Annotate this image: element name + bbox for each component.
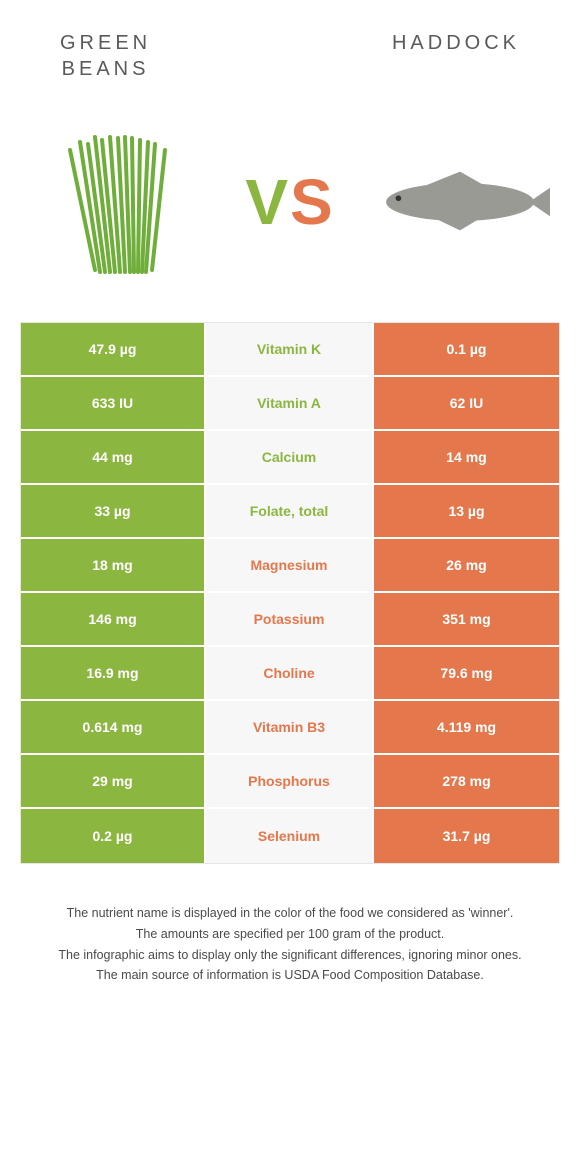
nutrient-name: Choline xyxy=(206,647,374,699)
table-row: 18 mgMagnesium26 mg xyxy=(21,539,559,593)
table-row: 29 mgPhosphorus278 mg xyxy=(21,755,559,809)
nutrient-name: Potassium xyxy=(206,593,374,645)
green-beans-icon xyxy=(30,112,210,292)
header: Greenbeans Haddock xyxy=(0,0,580,92)
nutrient-name: Vitamin K xyxy=(206,323,374,375)
footnote-line: The infographic aims to display only the… xyxy=(30,946,550,965)
left-value: 0.614 mg xyxy=(21,701,206,753)
footnotes: The nutrient name is displayed in the co… xyxy=(0,864,580,1017)
right-value: 351 mg xyxy=(374,593,559,645)
right-value: 79.6 mg xyxy=(374,647,559,699)
left-value: 18 mg xyxy=(21,539,206,591)
left-value: 16.9 mg xyxy=(21,647,206,699)
nutrient-name: Vitamin A xyxy=(206,377,374,429)
table-row: 44 mgCalcium14 mg xyxy=(21,431,559,485)
left-value: 146 mg xyxy=(21,593,206,645)
right-value: 62 IU xyxy=(374,377,559,429)
table-row: 146 mgPotassium351 mg xyxy=(21,593,559,647)
nutrient-name: Magnesium xyxy=(206,539,374,591)
table-row: 633 IUVitamin A62 IU xyxy=(21,377,559,431)
right-value: 278 mg xyxy=(374,755,559,807)
haddock-icon xyxy=(370,112,550,292)
table-row: 33 µgFolate, total13 µg xyxy=(21,485,559,539)
vs-v: V xyxy=(245,166,290,238)
table-row: 0.614 mgVitamin B34.119 mg xyxy=(21,701,559,755)
nutrient-name: Folate, total xyxy=(206,485,374,537)
right-value: 14 mg xyxy=(374,431,559,483)
right-value: 13 µg xyxy=(374,485,559,537)
table-row: 16.9 mgCholine79.6 mg xyxy=(21,647,559,701)
nutrient-name: Calcium xyxy=(206,431,374,483)
images-row: VS xyxy=(0,92,580,322)
right-value: 31.7 µg xyxy=(374,809,559,863)
nutrient-table: 47.9 µgVitamin K0.1 µg633 IUVitamin A62 … xyxy=(20,322,560,864)
right-food-title: Haddock xyxy=(392,30,520,82)
footnote-line: The nutrient name is displayed in the co… xyxy=(30,904,550,923)
table-row: 47.9 µgVitamin K0.1 µg xyxy=(21,323,559,377)
right-value: 4.119 mg xyxy=(374,701,559,753)
nutrient-name: Phosphorus xyxy=(206,755,374,807)
left-value: 0.2 µg xyxy=(21,809,206,863)
right-value: 0.1 µg xyxy=(374,323,559,375)
footnote-line: The amounts are specified per 100 gram o… xyxy=(30,925,550,944)
left-value: 33 µg xyxy=(21,485,206,537)
left-value: 633 IU xyxy=(21,377,206,429)
vs-s: S xyxy=(290,166,335,238)
left-value: 47.9 µg xyxy=(21,323,206,375)
left-value: 44 mg xyxy=(21,431,206,483)
nutrient-name: Selenium xyxy=(206,809,374,863)
nutrient-name: Vitamin B3 xyxy=(206,701,374,753)
right-value: 26 mg xyxy=(374,539,559,591)
left-food-title: Greenbeans xyxy=(60,30,151,82)
left-value: 29 mg xyxy=(21,755,206,807)
table-row: 0.2 µgSelenium31.7 µg xyxy=(21,809,559,863)
vs-label: VS xyxy=(245,165,334,239)
footnote-line: The main source of information is USDA F… xyxy=(30,966,550,985)
